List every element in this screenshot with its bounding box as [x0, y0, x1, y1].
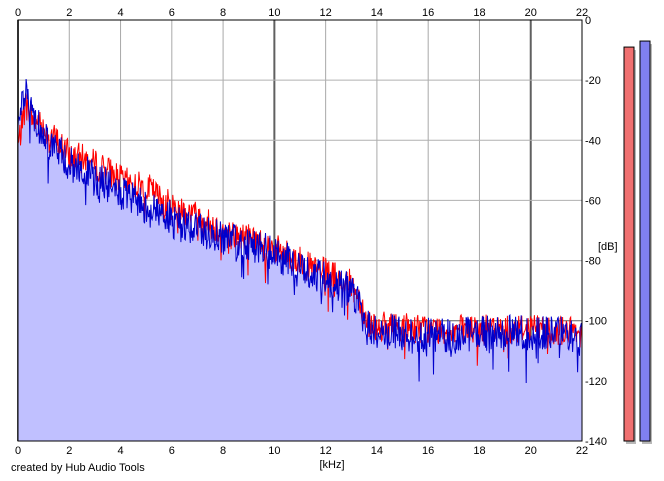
x-tick-label-bottom: 14: [371, 445, 383, 457]
x-tick-label-top: 18: [473, 7, 485, 19]
x-axis-bottom: 0 2 4 6 8 10 12 14 16 18 20 22: [15, 445, 588, 457]
x-tick-label-top: 8: [220, 7, 226, 19]
x-tick-label-bottom: 16: [422, 445, 434, 457]
x-tick-label-top: 14: [371, 7, 383, 19]
x-tick-label-top: 22: [576, 7, 588, 19]
spectrum-fill: [18, 79, 582, 441]
series-line-2: [17, 78, 583, 384]
y-tick-label: -20: [585, 75, 601, 87]
x-tick-label-top: 4: [117, 7, 123, 19]
x-tick-label-top: 6: [169, 7, 175, 19]
x-tick-label-top: 2: [66, 7, 72, 19]
level-meters: [623, 40, 652, 445]
x-tick-label-top: 12: [320, 7, 332, 19]
x-tick-label-top: 10: [268, 7, 280, 19]
x-tick-label-bottom: 22: [576, 445, 588, 457]
y-tick-label: 0: [585, 15, 591, 27]
level-meter-2: [639, 40, 651, 442]
x-tick-label-bottom: 12: [320, 445, 332, 457]
plot-border: [17, 19, 583, 442]
x-axis-label: [kHz]: [319, 459, 344, 471]
x-tick-label-top: 20: [525, 7, 537, 19]
y-axis: 0 -20 -40 -60 -80 -100 -120 -140: [585, 15, 607, 448]
y-tick-label: -140: [585, 436, 607, 448]
x-tick-label-bottom: 8: [220, 445, 226, 457]
y-tick-label: -60: [585, 195, 601, 207]
spectrum-area: [18, 79, 582, 441]
x-tick-label-bottom: 4: [117, 445, 123, 457]
x-tick-label-bottom: 6: [169, 445, 175, 457]
x-axis-top: 0 2 4 6 8 10 12 14 16 18 20 22: [15, 7, 588, 19]
x-tick-label-top: 16: [422, 7, 434, 19]
y-tick-label: -80: [585, 256, 601, 268]
y-tick-label: -40: [585, 135, 601, 147]
credit-text: created by Hub Audio Tools: [11, 462, 145, 474]
y-tick-label: -120: [585, 376, 607, 388]
y-axis-label: [dB]: [598, 241, 618, 253]
y-tick-label: -100: [585, 316, 607, 328]
x-tick-label-bottom: 10: [268, 445, 280, 457]
x-tick-label-bottom: 18: [473, 445, 485, 457]
level-meter-1: [623, 46, 635, 442]
x-tick-label-bottom: 2: [66, 445, 72, 457]
series-lines: [17, 78, 583, 384]
x-tick-label-top: 0: [15, 7, 21, 19]
x-tick-label-bottom: 0: [15, 445, 21, 457]
x-tick-label-bottom: 20: [525, 445, 537, 457]
